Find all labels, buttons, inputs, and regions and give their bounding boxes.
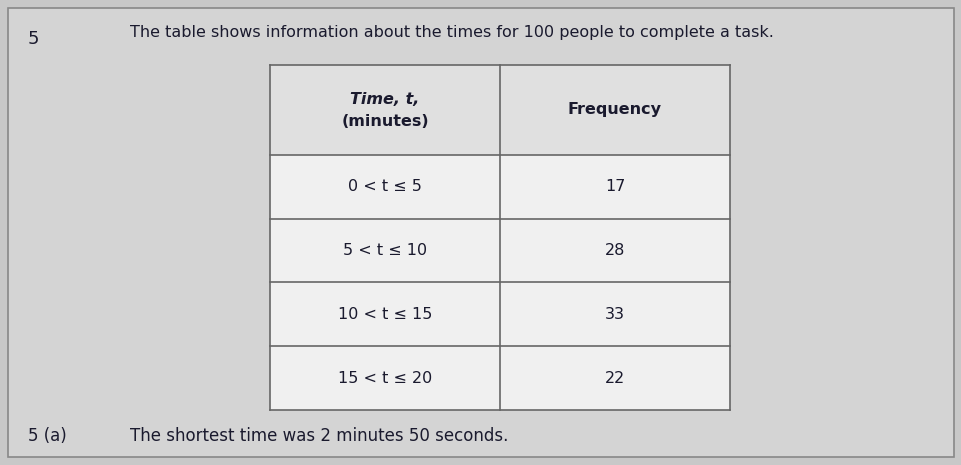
Text: 15 < t ≤ 20: 15 < t ≤ 20 xyxy=(337,371,431,385)
FancyBboxPatch shape xyxy=(8,8,953,457)
Bar xyxy=(500,65,729,155)
Bar xyxy=(270,282,500,346)
Text: The shortest time was 2 minutes 50 seconds.: The shortest time was 2 minutes 50 secon… xyxy=(130,427,507,445)
Text: 22: 22 xyxy=(604,371,625,385)
Text: (minutes): (minutes) xyxy=(341,114,429,129)
Text: Frequency: Frequency xyxy=(567,102,661,117)
Bar xyxy=(500,346,729,410)
Text: 0 < t ≤ 5: 0 < t ≤ 5 xyxy=(348,179,422,194)
Bar xyxy=(270,219,500,282)
Bar xyxy=(270,346,500,410)
Text: The table shows information about the times for 100 people to complete a task.: The table shows information about the ti… xyxy=(130,25,773,40)
Bar xyxy=(500,219,729,282)
Bar xyxy=(270,155,500,219)
Bar xyxy=(500,155,729,219)
Text: 17: 17 xyxy=(604,179,625,194)
Bar xyxy=(500,282,729,346)
Text: 28: 28 xyxy=(604,243,625,258)
Text: 5: 5 xyxy=(28,30,39,48)
Text: 10 < t ≤ 15: 10 < t ≤ 15 xyxy=(337,307,431,322)
Text: 33: 33 xyxy=(604,307,625,322)
Text: 5 (a): 5 (a) xyxy=(28,427,66,445)
Text: 5 < t ≤ 10: 5 < t ≤ 10 xyxy=(342,243,427,258)
Bar xyxy=(270,65,500,155)
Text: Time, t,: Time, t, xyxy=(350,93,419,107)
